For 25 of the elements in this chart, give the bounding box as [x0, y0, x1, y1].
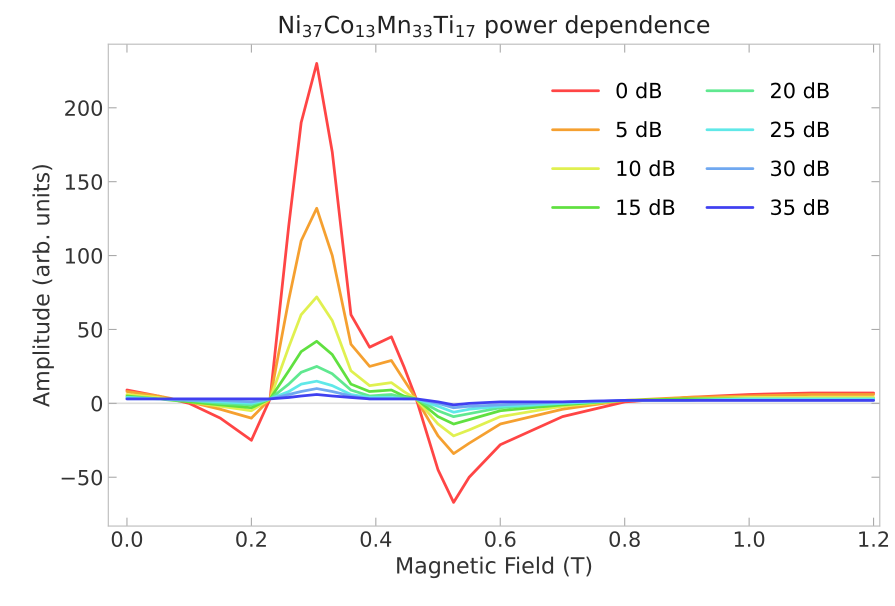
legend-label: 0 dB — [616, 82, 662, 98]
legend-label: 30 dB — [771, 160, 829, 176]
x-tick-label: 1.0 — [734, 531, 764, 547]
y-tick-label: −50 — [62, 470, 102, 486]
y-tick-label: 100 — [66, 248, 102, 264]
x-tick-label: 0.6 — [485, 531, 516, 547]
chart-title: Ni$_{37}$Co$_{13}$Mn$_{33}$Ti$_{17}$ power dependence — [280, 15, 710, 38]
legend-label: 25 dB — [771, 121, 829, 138]
x-tick-label: 0.2 — [236, 531, 266, 547]
legend-label: 5 dB — [616, 121, 662, 138]
x-tick-label: 0.4 — [360, 531, 392, 547]
x-tick-label: 0.8 — [610, 531, 640, 547]
y-axis-title: Amplitude (arb. units) — [32, 165, 54, 407]
line-series — [126, 393, 875, 406]
x-tick-label: 1.2 — [859, 531, 888, 547]
legend-label: 15 dB — [617, 198, 674, 216]
y-tick-label: 0 — [92, 396, 102, 412]
x-tick-label: 0.0 — [112, 531, 142, 547]
legend-label: 10 dB — [617, 160, 674, 176]
y-tick-label: 200 — [65, 100, 102, 116]
y-tick-label: 50 — [78, 322, 102, 338]
legend-label: 35 dB — [771, 198, 829, 216]
x-axis-title: Magnetic Field (T) — [397, 556, 592, 578]
y-tick-label: 150 — [66, 174, 102, 190]
legend-label: 20 dB — [771, 82, 829, 98]
